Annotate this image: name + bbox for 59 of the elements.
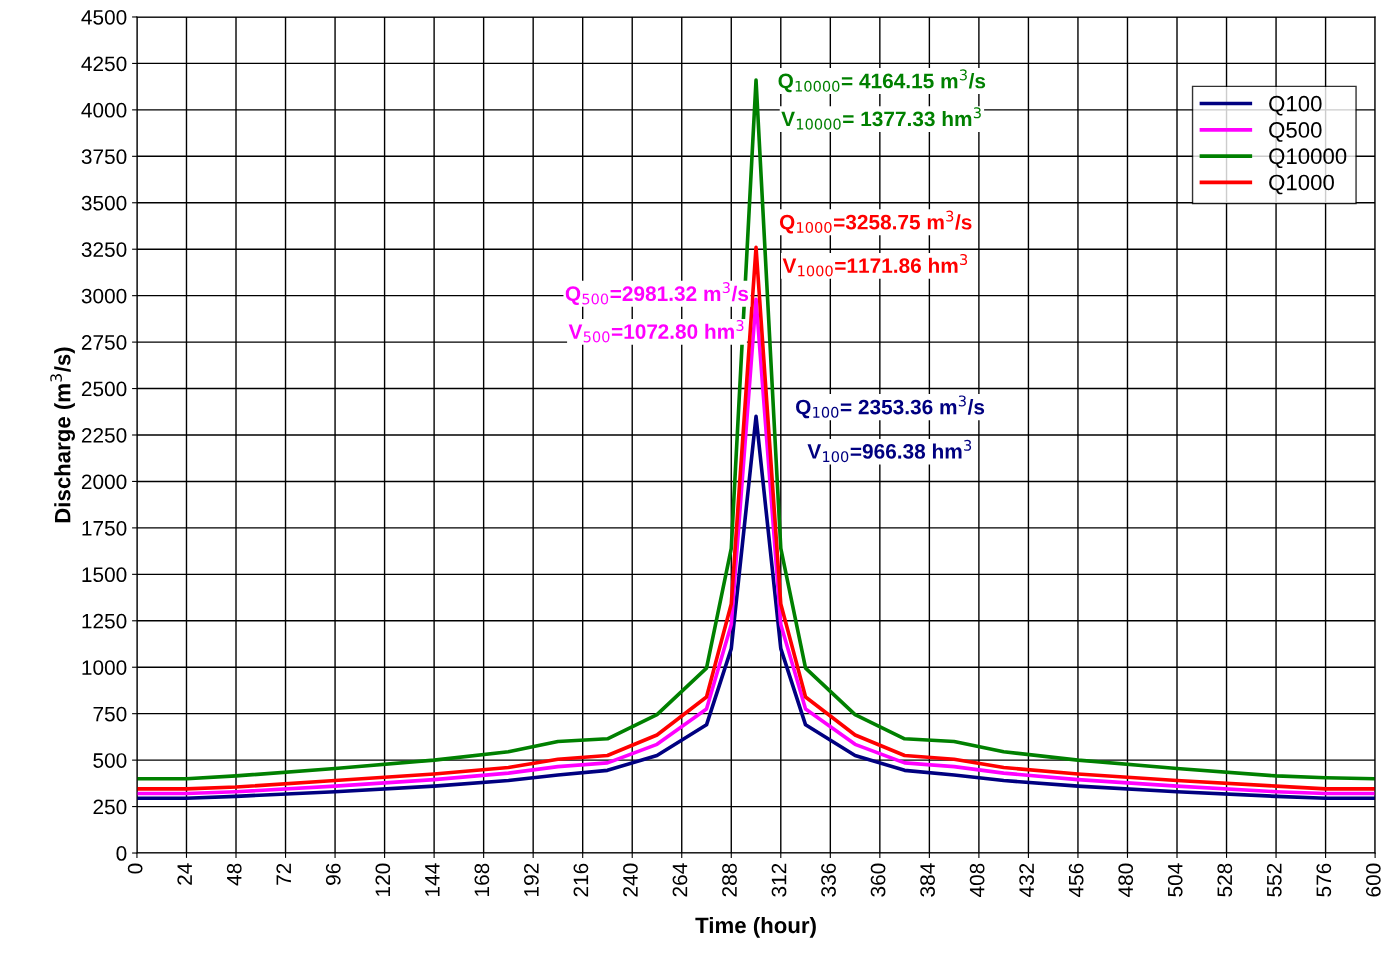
x-tick-label: 360 (870, 863, 886, 897)
annotation: V$_{500}$=1072.80 hm$^{3}$ (568, 319, 744, 343)
x-tick-label: 384 (920, 863, 935, 897)
y-tick-label: 750 (93, 706, 127, 722)
annotation: V$_{10000}$= 1377.33 hm$^{3}$ (781, 107, 981, 130)
y-tick-label: 1750 (82, 520, 127, 536)
y-tick-label: 4000 (81, 102, 127, 118)
y-tick-label: 2000 (81, 474, 127, 490)
y-tick-label: 3000 (81, 288, 127, 304)
x-tick-label: 24 (177, 863, 192, 885)
x-tick-label: 576 (1316, 863, 1332, 897)
y-tick-label: 1000 (82, 660, 127, 675)
legend-label: Q100 (1269, 95, 1322, 116)
legend-label: Q10000 (1269, 148, 1347, 169)
x-tick-label: 120 (375, 863, 391, 896)
y-tick-label: 500 (93, 753, 127, 768)
y-tick-label: 4500 (81, 9, 127, 25)
annotation: V$_{1000}$=1171.86 hm$^{3}$ (782, 254, 968, 277)
y-tick-label: 2500 (81, 381, 127, 397)
x-tick-label: 0 (127, 863, 143, 874)
annotation: Q$_{10000}$= 4164.15 m$^{3}$/s (778, 69, 986, 93)
x-tick-label: 432 (1019, 863, 1035, 898)
x-tick-label: 240 (623, 863, 638, 897)
x-tick-label: 504 (1167, 863, 1183, 897)
y-tick-label: 3750 (81, 149, 127, 165)
x-tick-label: 408 (969, 863, 985, 898)
y-tick-label: 3500 (81, 195, 127, 211)
x-tick-label: 72 (276, 863, 291, 885)
legend-label: Q500 (1269, 122, 1322, 142)
x-tick-label: 264 (672, 863, 688, 897)
y-tick-label: 2250 (81, 428, 127, 443)
x-tick-label: 288 (722, 863, 737, 897)
x-tick-label: 528 (1217, 863, 1233, 897)
y-tick-label: 3250 (81, 242, 127, 257)
annotation: V$_{100}$=966.38 hm$^{3}$ (807, 439, 972, 463)
x-tick-label: 144 (425, 863, 440, 896)
x-tick-label: 216 (573, 863, 589, 897)
y-tick-label: 1250 (82, 613, 127, 629)
x-tick-label: 192 (524, 863, 539, 896)
x-tick-label: 48 (226, 863, 242, 886)
x-tick-label: 600 (1365, 863, 1381, 897)
y-axis-title: Discharge (m$^{3}$/s) (50, 347, 75, 523)
y-tick-label: 1500 (82, 567, 127, 583)
x-tick-label: 456 (1068, 863, 1084, 898)
x-tick-label: 312 (771, 863, 787, 897)
annotation: Q$_{1000}$=3258.75 m$^{3}$/s (779, 210, 972, 234)
y-tick-label: 2750 (81, 335, 127, 350)
x-tick-label: 96 (325, 863, 341, 885)
x-axis-title: Time (hour) (695, 916, 816, 938)
y-tick-label: 0 (116, 846, 127, 861)
y-tick-label: 4250 (81, 56, 127, 72)
x-tick-label: 480 (1118, 863, 1134, 898)
legend-label: Q1000 (1269, 174, 1334, 195)
annotation: Q$_{100}$= 2353.36 m$^{3}$/s (796, 395, 985, 419)
x-tick-label: 552 (1266, 863, 1282, 897)
y-tick-label: 250 (93, 799, 127, 815)
annotation: Q$_{500}$=2981.32 m$^{3}$/s (565, 282, 749, 305)
x-tick-label: 336 (821, 863, 836, 897)
x-tick-label: 168 (474, 863, 490, 896)
